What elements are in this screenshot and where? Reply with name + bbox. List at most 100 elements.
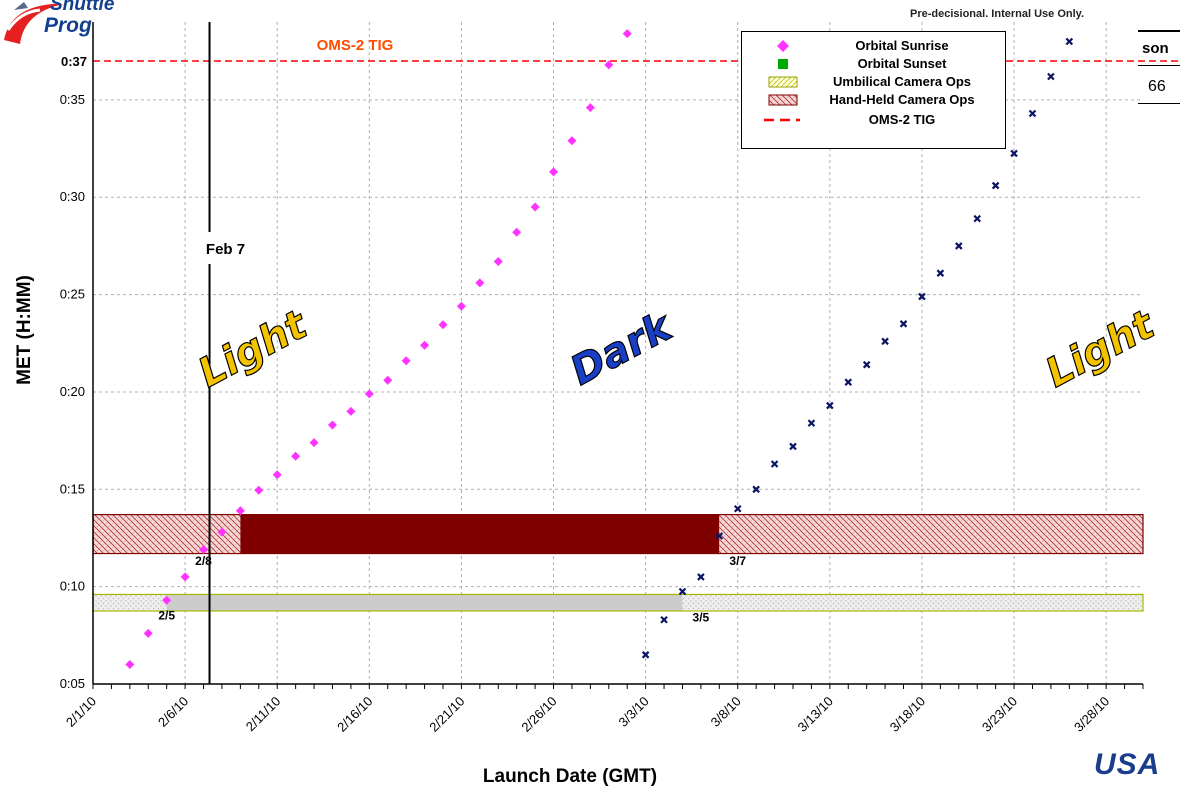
band-segment [719,514,1143,554]
legend-item-umbilical: Umbilical Camera Ops [742,73,1005,91]
y-tick-label: 0:35 [60,92,85,107]
sunset-point [826,401,834,410]
partial-table-bottom-line [1138,103,1180,104]
sunset-mark-stroke [1010,149,1018,158]
legend-label-umbilical: Umbilical Camera Ops [833,74,971,89]
sunrise-point [456,301,466,311]
partial-table-cell: 66 [1148,78,1166,95]
x-tick-label: 2/26/10 [518,694,559,735]
sunrise-point [475,278,485,288]
sunset-point [1047,72,1055,81]
y-tick-label: 0:25 [60,287,85,302]
partial-table: son 66 [1138,30,1180,104]
band-segment [240,514,720,554]
sunset-point [955,242,963,250]
sunset-mark-stroke [641,651,650,659]
legend-dashed-line-icon [764,118,800,122]
x-tick-label: 3/18/10 [887,694,928,735]
logo-text-program: Prog [44,14,92,37]
sunrise-point [199,545,209,555]
sunset-point [807,419,816,427]
sunset-mark-stroke [826,401,834,410]
legend-label-sunset: Orbital Sunset [857,56,947,71]
x-tick-label: 3/23/10 [979,694,1020,735]
sunrise-point [493,256,503,266]
y-axis-title: MET (H:MM) [14,275,35,385]
sunrise-point [180,572,190,582]
feb7-label-bg [194,232,267,264]
sunrise-point [549,167,559,177]
x-tick-label: 2/1/10 [63,694,99,730]
date-label: 3/7 [729,554,746,568]
x-tick-label: 3/13/10 [795,694,836,735]
partial-table-top-line [1138,30,1180,32]
legend-label-oms2: OMS-2 TIG [868,112,936,127]
legend-square-icon [778,59,788,69]
sunset-point [678,587,687,596]
y-tick-label: 0:05 [60,676,85,691]
sunset-mark-stroke [862,360,871,369]
y-tick-label: 0:15 [60,481,85,496]
band-segment [166,594,683,611]
sunrise-point [162,595,172,605]
sunset-mark-stroke [715,532,724,540]
band-segment [93,594,167,611]
sunset-point [789,442,797,451]
sunrise-point [364,389,374,399]
sunset-point [1028,109,1037,118]
sunrise-point [327,420,337,430]
sunset-point [918,292,926,301]
x-tick-label: 2/21/10 [426,694,467,735]
sunrise-point [401,356,411,366]
legend-label-sunrise: Orbital Sunrise [855,38,949,53]
legend-item-oms2: OMS-2 TIG [742,111,1005,129]
sunset-point [991,181,1000,190]
x-tick-label: 3/28/10 [1071,694,1112,735]
sunset-mark-stroke [697,573,705,581]
sunrise-point [622,29,632,39]
sunrise-point [383,375,393,385]
legend-item-handheld: Hand-Held Camera Ops [742,91,1005,109]
sunrise-point [585,103,595,113]
band-segment [93,514,241,554]
y-tick-label: 0:30 [60,189,85,204]
sunset-mark-stroke [881,337,889,346]
oms2-tig-label: OMS-2 TIG [317,37,394,54]
sunset-mark-stroke [844,378,853,386]
sunset-mark-stroke [973,214,981,223]
sunrise-point [530,202,540,212]
x-axis-title: Launch Date (GMT) [483,766,657,787]
sunset-mark-stroke [807,419,816,427]
sunset-mark-stroke [789,442,797,451]
sunset-point [973,214,981,223]
sunset-mark-stroke [733,504,742,513]
sunset-point [641,651,650,659]
sunset-point [1010,149,1018,158]
sunset-point [660,615,668,624]
series-layer [125,29,1074,670]
x-tick-label: 2/16/10 [334,694,375,735]
sunset-mark-stroke [770,460,779,468]
x-tick-label: 2/6/10 [155,694,191,730]
legend-yellow-hatch-icon [768,76,798,88]
sunset-mark-stroke [955,242,963,250]
chart-legend: Orbital Sunrise Orbital Sunset Umbilical… [741,31,1006,149]
sunset-point [715,532,724,540]
shuttle-logo-swoosh-icon [4,2,64,44]
sunset-point [844,378,853,386]
sunset-point [752,485,760,494]
region-label: Light [1038,301,1163,397]
sunset-mark-stroke [1065,37,1074,46]
x-tick-label: 3/3/10 [616,694,652,730]
sunset-mark-stroke [1047,72,1055,81]
y-tick-label: 0:10 [60,579,85,594]
legend-item-sunset: Orbital Sunset [742,55,1005,73]
sunset-point [733,504,742,513]
sunset-mark-stroke [678,587,687,596]
logo-text-shuttle: Shuttle [50,0,115,15]
legend-red-hatch-icon [768,94,798,106]
sunset-point [881,337,889,346]
legend-diamond-icon [777,40,789,52]
band-layer [92,514,1144,612]
